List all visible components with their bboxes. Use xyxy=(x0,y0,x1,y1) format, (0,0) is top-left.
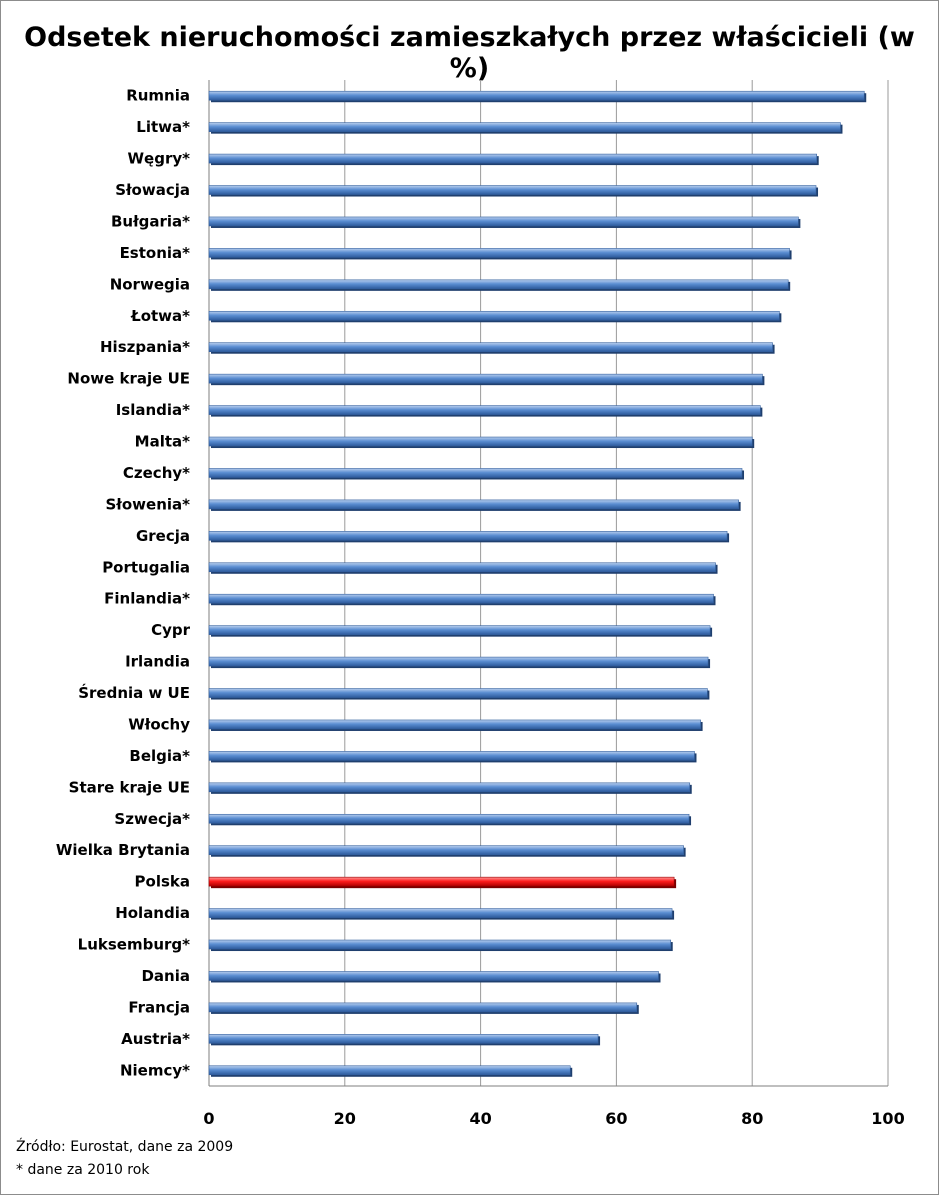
category-label: Węgry* xyxy=(128,150,191,168)
category-label: Grecja xyxy=(136,527,190,545)
category-label: Belgia* xyxy=(129,747,190,765)
gridlines xyxy=(208,80,889,1087)
category-label: Estonia* xyxy=(120,244,191,262)
x-tick-label: 100 xyxy=(871,1109,904,1128)
bar xyxy=(208,593,714,604)
category-label: Stare kraje UE xyxy=(69,778,190,796)
bar xyxy=(208,845,684,856)
category-label: Austria* xyxy=(121,1030,190,1048)
x-axis-ticks: 0 20 40 60 80 100 xyxy=(203,1109,904,1128)
bar xyxy=(208,971,659,981)
category-label: Portugalia xyxy=(102,558,190,576)
bar xyxy=(208,908,673,918)
bar xyxy=(208,405,761,415)
category-label: Słowacja xyxy=(115,181,190,199)
category-labels: Rumnia Litwa* Węgry* Słowacja Bułgaria* Eston… xyxy=(56,87,191,1080)
bar xyxy=(208,216,799,227)
category-label: Holandia xyxy=(115,904,190,922)
bar xyxy=(208,1065,571,1076)
category-label: Włochy xyxy=(128,715,190,733)
x-tick-label: 60 xyxy=(605,1109,627,1128)
bar xyxy=(208,90,865,101)
category-label: Bułgaria* xyxy=(111,212,190,230)
category-label: Rumnia xyxy=(126,87,190,105)
bar xyxy=(208,719,701,730)
bar xyxy=(208,751,695,761)
category-label: Szwecja* xyxy=(114,810,190,828)
category-label: Słowenia* xyxy=(106,495,191,513)
category-label: Luksemburg* xyxy=(78,936,190,954)
bar xyxy=(208,625,711,635)
category-label: Irlandia xyxy=(125,653,190,671)
x-tick-label: 20 xyxy=(334,1109,356,1128)
category-label: Nowe kraje UE xyxy=(67,370,190,388)
bars xyxy=(208,90,867,1077)
category-label: Niemcy* xyxy=(120,1061,190,1079)
bar-highlight xyxy=(208,876,675,887)
category-label: Polska xyxy=(135,873,190,891)
bar xyxy=(208,373,763,384)
category-label: Francja xyxy=(128,998,190,1016)
bar xyxy=(208,153,818,164)
chart-title: Odsetek nieruchomości zamieszkałych prze… xyxy=(24,22,915,84)
bar xyxy=(208,310,780,321)
bar xyxy=(208,185,817,195)
bar xyxy=(208,688,708,698)
bar xyxy=(208,279,789,290)
asterisk-note: * dane za 2010 rok xyxy=(16,1162,150,1178)
bar xyxy=(208,1034,599,1044)
category-label: Finlandia* xyxy=(104,590,190,608)
x-tick-label: 40 xyxy=(469,1109,491,1128)
category-label: Malta* xyxy=(135,433,190,451)
category-label: Islandia* xyxy=(116,401,190,419)
category-label: Hiszpania* xyxy=(100,338,190,356)
bar xyxy=(208,468,743,478)
category-label: Cypr xyxy=(151,621,191,639)
category-label: Litwa* xyxy=(136,118,190,136)
bar xyxy=(208,813,690,824)
bar xyxy=(208,562,716,573)
category-label: Średnia w UE xyxy=(78,683,190,702)
bar xyxy=(208,782,691,793)
bar xyxy=(208,656,709,667)
x-tick-label: 0 xyxy=(203,1109,214,1128)
bar xyxy=(208,499,739,510)
bar xyxy=(208,531,728,541)
category-label: Norwegia xyxy=(110,275,190,293)
source-note: Źródło: Eurostat, dane za 2009 xyxy=(16,1139,234,1155)
bar xyxy=(208,939,672,950)
bar xyxy=(208,122,841,132)
x-tick-label: 80 xyxy=(741,1109,763,1128)
bar xyxy=(208,248,790,258)
bar xyxy=(208,1002,638,1013)
category-label: Dania xyxy=(141,967,190,985)
bar xyxy=(208,342,773,353)
bar xyxy=(208,436,753,447)
category-label: Łotwa* xyxy=(130,307,190,325)
category-label: Wielka Brytania xyxy=(56,841,190,859)
category-label: Czechy* xyxy=(123,464,190,482)
